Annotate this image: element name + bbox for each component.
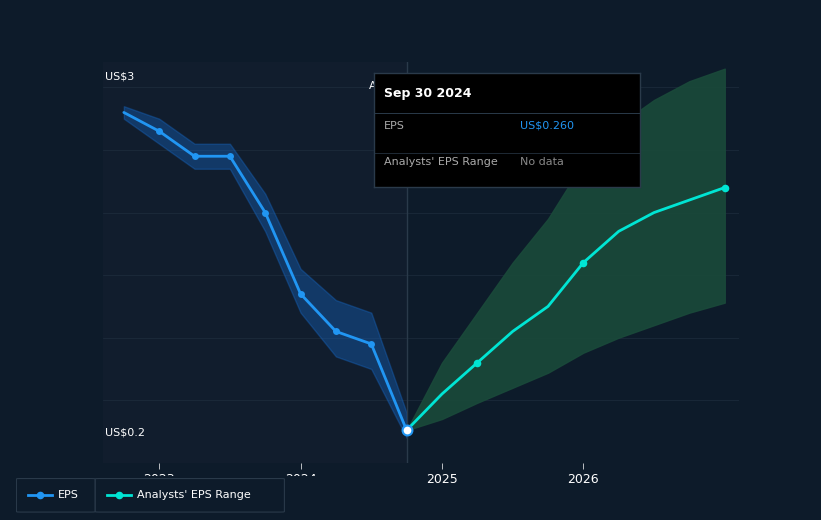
Bar: [103, 62, 406, 463]
Text: US$0.2: US$0.2: [105, 428, 145, 438]
Text: Actual: Actual: [369, 81, 404, 91]
Point: [470, 359, 484, 367]
Point: [400, 426, 413, 434]
Text: Analysts Forecasts: Analysts Forecasts: [410, 81, 513, 91]
Text: No data: No data: [521, 158, 564, 167]
FancyBboxPatch shape: [95, 478, 284, 512]
Point: [188, 152, 201, 160]
Point: [294, 290, 307, 298]
Text: EPS: EPS: [57, 490, 79, 500]
Point: [34, 491, 47, 499]
FancyBboxPatch shape: [16, 478, 95, 512]
Point: [259, 209, 272, 217]
Text: EPS: EPS: [384, 121, 405, 131]
Point: [223, 152, 236, 160]
Point: [329, 327, 342, 335]
Point: [112, 491, 126, 499]
Point: [365, 340, 378, 348]
Text: Sep 30 2024: Sep 30 2024: [384, 86, 472, 99]
Text: Analysts' EPS Range: Analysts' EPS Range: [384, 158, 498, 167]
Point: [718, 184, 732, 192]
Point: [153, 127, 166, 135]
Point: [577, 258, 590, 267]
Text: Analysts' EPS Range: Analysts' EPS Range: [136, 490, 250, 500]
Text: US$0.260: US$0.260: [521, 121, 575, 131]
Text: US$3: US$3: [105, 71, 135, 81]
